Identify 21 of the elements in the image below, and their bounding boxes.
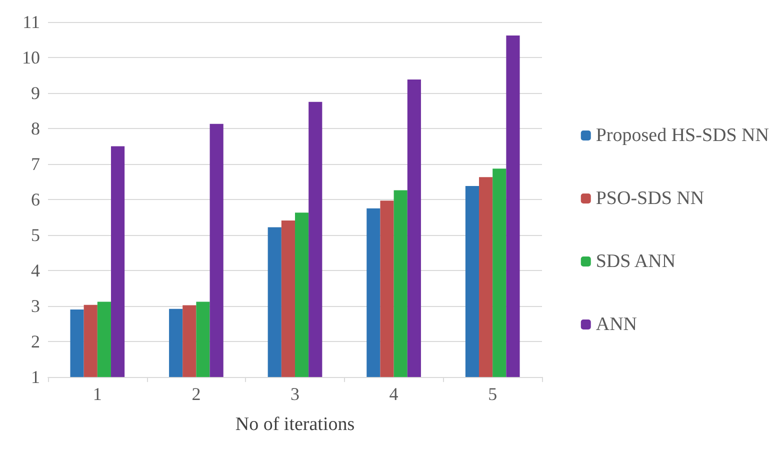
y-tick-label: 1 <box>31 367 40 387</box>
legend-label: Proposed HS-SDS NN <box>596 125 770 146</box>
legend-label: ANN <box>596 314 638 335</box>
y-tick-label: 6 <box>31 190 40 210</box>
legend-label: SDS ANN <box>596 251 676 272</box>
legend-label: PSO-SDS NN <box>596 188 704 209</box>
x-tick-label: 2 <box>192 384 201 404</box>
x-tick-label: 4 <box>389 384 398 404</box>
y-tick-label: 4 <box>31 260 40 280</box>
y-tick-label: 8 <box>31 118 40 138</box>
y-tick-label: 7 <box>31 154 40 174</box>
y-tick-label: 3 <box>31 296 40 316</box>
x-tick-label: 1 <box>92 384 102 404</box>
x-axis-title: No of iterations <box>235 414 355 435</box>
y-tick-label: 10 <box>22 48 40 68</box>
y-tick-label: 9 <box>31 83 40 103</box>
y-tick-label: 2 <box>31 332 40 352</box>
y-tick-label: 11 <box>22 12 40 32</box>
y-tick-label: 5 <box>31 225 40 245</box>
x-tick-label: 5 <box>488 384 498 404</box>
x-tick-label: 3 <box>290 384 300 404</box>
